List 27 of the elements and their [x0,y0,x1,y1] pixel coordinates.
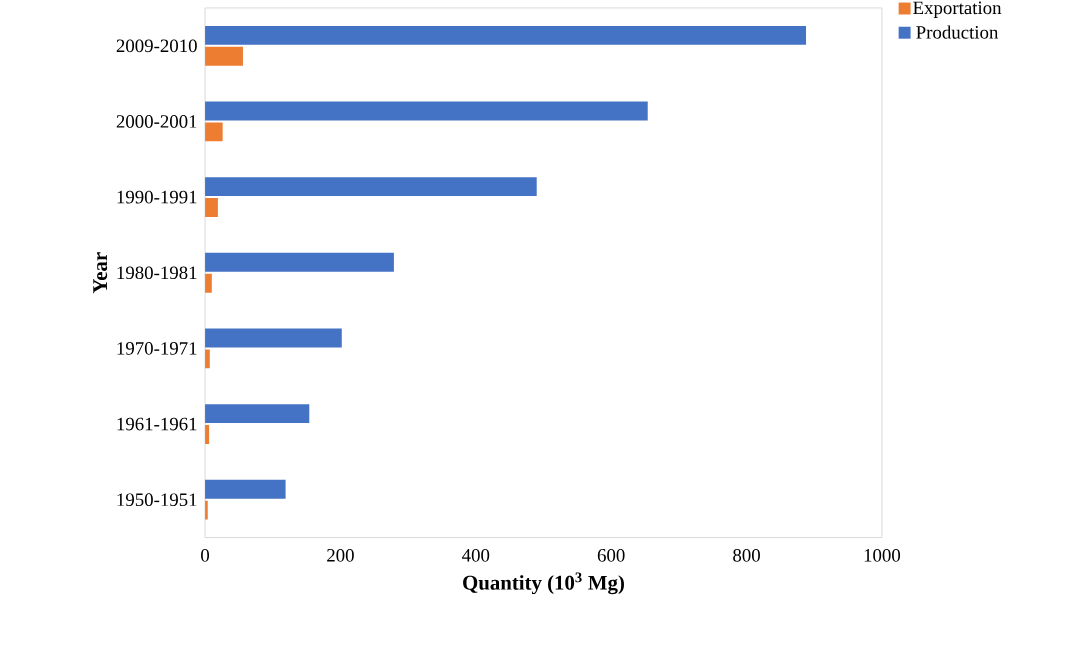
bar [205,101,648,121]
bar [205,25,807,45]
bar [205,328,342,348]
x-tick-label: 200 [327,549,354,562]
bar [205,252,394,272]
legend-label: Exportation [913,1,1002,19]
y-tick-label: 1950-1951 [117,493,197,507]
bar [205,479,286,499]
y-tick-label: 2000-2001 [116,115,197,128]
y-tick-label: 1980-1981 [117,266,197,280]
y-tick-label: 1961-1961 [117,417,197,431]
x-tick-label: 600 [597,549,625,562]
y-tick-label: 2009-2010 [116,39,197,53]
bar [205,198,218,217]
bar [205,177,537,197]
x-tick-label: 1000 [864,549,901,562]
x-tick-label: 800 [733,549,760,562]
legend-label: Production [916,25,999,39]
bar [205,122,223,142]
x-tick-label: 400 [462,549,490,562]
x-tick-label: 0 [201,549,210,562]
y-tick-label: 1990-1991 [117,190,197,204]
y-tick-label: 1970-1971 [117,342,197,355]
x-axis-title: Quantity (10$^{3}$ Mg) [463,572,624,595]
bar [205,46,243,66]
bar [205,404,310,424]
y-axis-title: Year [93,252,108,294]
